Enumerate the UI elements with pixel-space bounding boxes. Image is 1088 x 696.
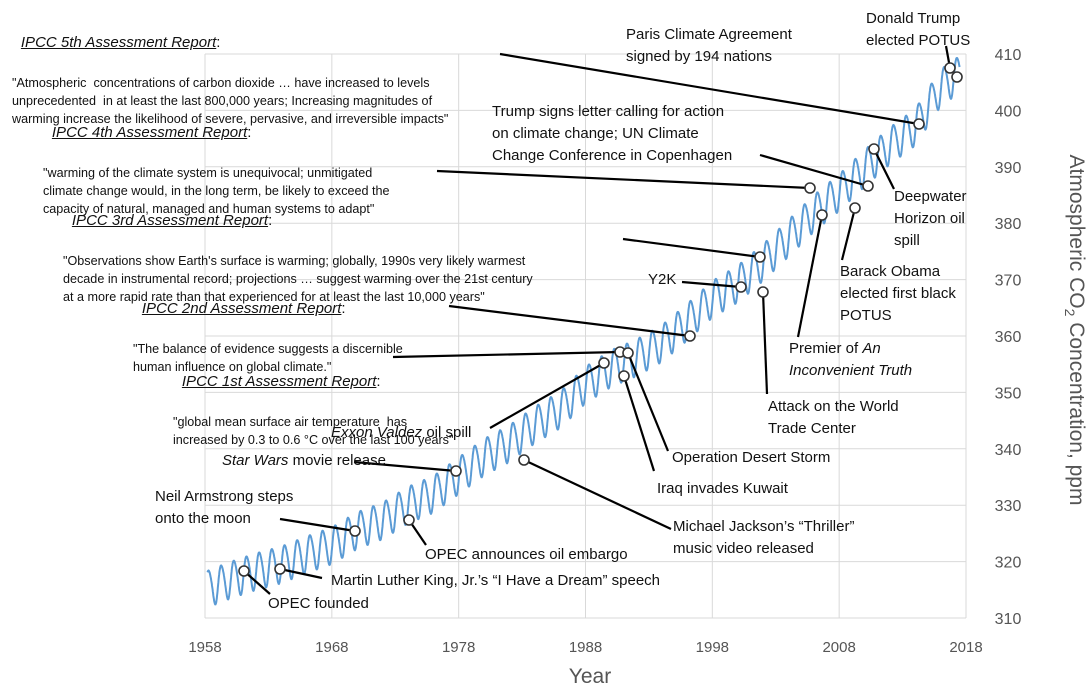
event-paris-agreement: Paris Climate Agreement signed by 194 na… xyxy=(626,26,792,65)
ipcc-1st-report: IPCC 1st Assessment Report: "global mean… xyxy=(173,347,453,472)
y-tick-label: 320 xyxy=(995,555,1022,572)
leader-line xyxy=(353,460,457,473)
event-marker xyxy=(868,143,880,155)
event-iraq-kuwait: Iraq invades Kuwait xyxy=(657,480,788,497)
event-marker xyxy=(622,347,634,359)
event-deepwater-horizon: Deepwater Horizon oil spill xyxy=(894,188,967,249)
leader-line xyxy=(489,362,605,429)
ipcc-5th-report: IPCC 5th Assessment Report: "Atmospheric… xyxy=(12,8,448,152)
ipcc-4th-report: IPCC 4th Assessment Report: "warming of … xyxy=(43,98,390,242)
ipcc-2nd-quote: "The balance of evidence suggests a disc… xyxy=(133,341,403,374)
event-desert-storm: Operation Desert Storm xyxy=(672,449,831,466)
leader-line xyxy=(499,52,920,126)
event-obama-elected: Barack Obama elected first black POTUS xyxy=(840,263,956,324)
event-y2k: Y2K xyxy=(648,271,677,288)
y-tick-label: 310 xyxy=(995,611,1022,628)
leader-line xyxy=(759,153,869,188)
event-marker xyxy=(238,565,250,577)
leader-line xyxy=(279,517,356,533)
x-tick-label: 1998 xyxy=(696,639,729,656)
ipcc-1st-title: IPCC 1st Assessment Report xyxy=(181,373,377,391)
y-tick-label: 390 xyxy=(995,160,1022,177)
y-tick-label: 340 xyxy=(995,442,1022,459)
event-exxon-valdez: Exxon Valdez oil spill xyxy=(331,424,472,441)
event-marker xyxy=(754,251,766,263)
x-tick-label: 1988 xyxy=(569,639,602,656)
y-tick-label: 400 xyxy=(995,103,1022,120)
leader-line xyxy=(622,375,656,472)
ipcc-2nd-report: IPCC 2nd Assessment Report: "The balance… xyxy=(133,274,403,399)
leader-line xyxy=(873,148,895,190)
event-thriller: Michael Jackson’s “Thriller” music video… xyxy=(673,518,855,557)
leader-line xyxy=(448,304,691,338)
leader-line xyxy=(436,169,811,190)
event-marker xyxy=(816,209,828,221)
event-markers xyxy=(238,62,963,577)
ipcc-2nd-title: IPCC 2nd Assessment Report xyxy=(141,300,342,318)
x-tick-label: 2018 xyxy=(949,639,982,656)
event-star-wars: Star Wars movie release xyxy=(222,452,386,469)
event-marker xyxy=(913,118,925,130)
event-marker xyxy=(618,370,630,382)
ipcc-3rd-quote: "Observations show Earth's surface is wa… xyxy=(63,253,533,305)
event-marker xyxy=(757,286,769,298)
event-opec-founded: OPEC founded xyxy=(268,595,369,612)
axis-ticks: 1958 1968 1978 1988 1998 2008 2018 310 320 330 340… xyxy=(188,47,1021,656)
y-tick-label: 380 xyxy=(995,216,1022,233)
event-marker xyxy=(804,182,816,194)
event-armstrong-moon: Neil Armstrong steps onto the moon xyxy=(155,488,294,527)
event-marker xyxy=(735,281,747,293)
y-tick-label: 330 xyxy=(995,498,1022,515)
event-opec-embargo: OPEC announces oil embargo xyxy=(425,546,628,563)
leader-line xyxy=(523,459,672,530)
event-mlk-speech: Martin Luther King, Jr.’s “I Have a Drea… xyxy=(331,572,661,589)
y-tick-label: 370 xyxy=(995,273,1022,290)
x-tick-label: 1958 xyxy=(188,639,221,656)
event-inconvenient-truth: Premier of An Inconvenient Truth xyxy=(789,340,913,379)
event-marker xyxy=(403,514,415,526)
leader-line xyxy=(761,291,769,395)
ipcc-3rd-report: IPCC 3rd Assessment Report: "Observation… xyxy=(63,186,533,330)
event-marker xyxy=(349,525,361,537)
leader-line xyxy=(279,567,323,580)
ipcc-3rd-title: IPCC 3rd Assessment Report xyxy=(71,212,269,230)
event-marker xyxy=(598,357,610,369)
x-axis-title: Year xyxy=(568,665,612,688)
ipcc-5th-title: IPCC 5th Assessment Report xyxy=(20,34,217,52)
leader-line xyxy=(622,237,761,259)
ipcc-1st-quote: "global mean surface air temperature has… xyxy=(173,414,454,447)
ipcc-4th-quote: "warming of the climate system is unequi… xyxy=(43,165,390,217)
leader-line xyxy=(840,207,857,261)
event-trump-letter-copenhagen: Trump signs letter calling for action on… xyxy=(492,103,733,164)
co2-series-line xyxy=(206,56,961,606)
y-tick-label: 410 xyxy=(995,47,1022,64)
grid-lines xyxy=(204,53,967,619)
event-trump-elected: Donald Trump elected POTUS xyxy=(866,10,971,49)
y-axis-title: Atmospheric CO2 Concentration, ppm xyxy=(1061,154,1088,506)
event-marker xyxy=(450,465,462,477)
event-marker xyxy=(518,454,530,466)
event-wtc-attack: Attack on the World Trade Center xyxy=(768,398,899,437)
y-tick-label: 360 xyxy=(995,329,1022,346)
leader-line xyxy=(626,352,670,452)
event-marker xyxy=(684,330,696,342)
leader-line xyxy=(681,280,742,289)
ipcc-4th-title: IPCC 4th Assessment Report xyxy=(51,124,248,142)
x-tick-label: 2008 xyxy=(822,639,855,656)
annotation-leader-lines xyxy=(243,45,952,595)
event-marker xyxy=(274,563,286,575)
leader-line xyxy=(392,350,621,359)
y-tick-label: 350 xyxy=(995,385,1022,402)
event-marker xyxy=(951,71,963,83)
event-marker xyxy=(944,62,956,74)
ipcc-5th-quote: "Atmospheric concentrations of carbon di… xyxy=(12,75,449,127)
leader-line xyxy=(796,214,824,338)
x-tick-label: 1978 xyxy=(442,639,475,656)
x-tick-label: 1968 xyxy=(315,639,348,656)
event-marker xyxy=(862,180,874,192)
event-marker xyxy=(849,202,861,214)
